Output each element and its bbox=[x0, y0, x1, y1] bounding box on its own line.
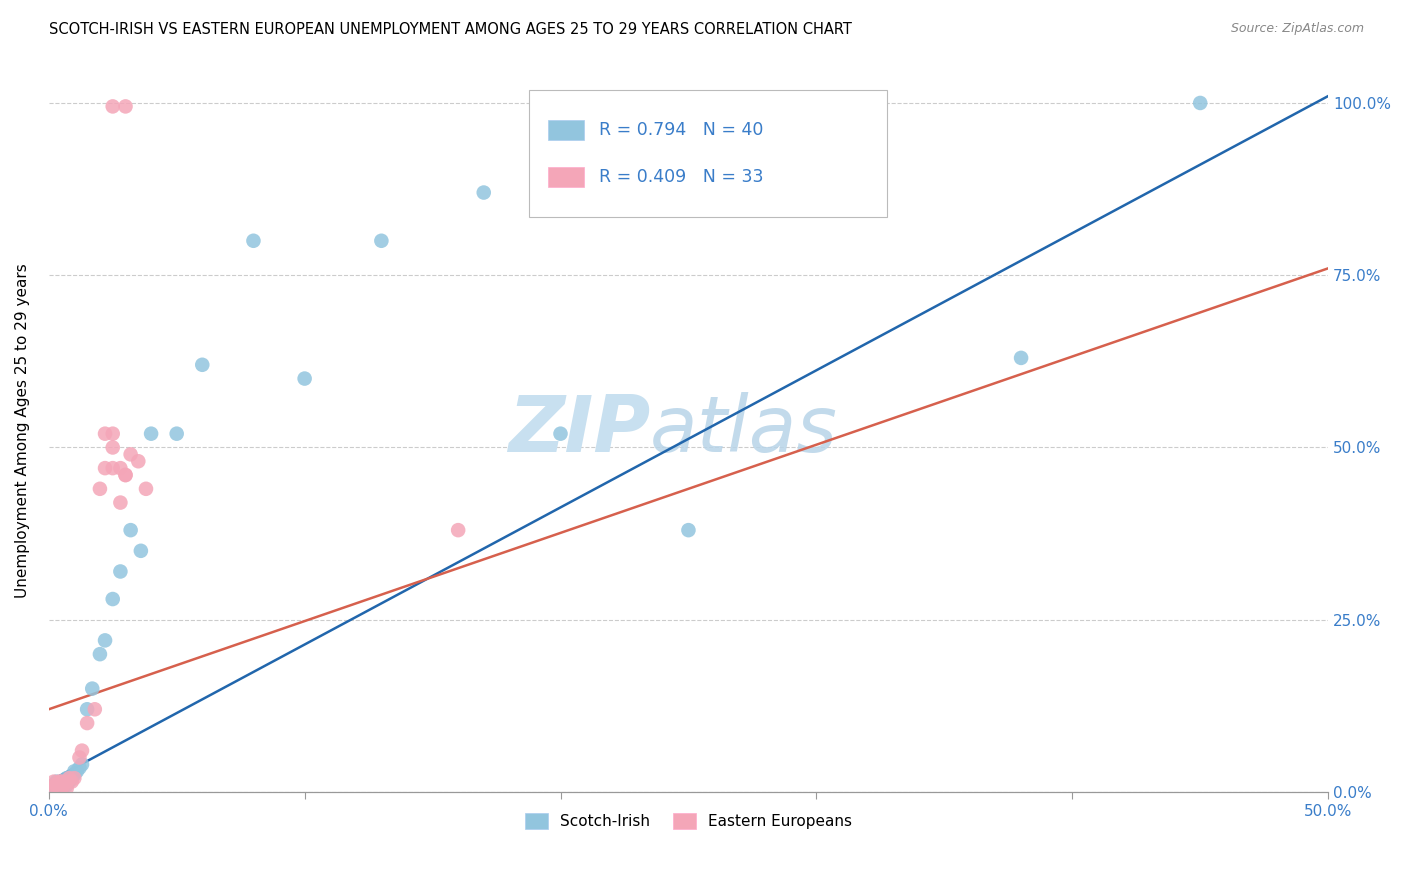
Y-axis label: Unemployment Among Ages 25 to 29 years: Unemployment Among Ages 25 to 29 years bbox=[15, 263, 30, 598]
Point bbox=[45, 774, 67, 789]
Point bbox=[39, 781, 62, 796]
Point bbox=[58, 771, 80, 785]
Bar bbox=[529, 90, 887, 217]
Point bbox=[55, 774, 77, 789]
Point bbox=[45, 781, 67, 796]
Point bbox=[69, 761, 91, 775]
Point bbox=[242, 234, 264, 248]
Point bbox=[294, 371, 316, 385]
Point bbox=[110, 461, 132, 475]
Point bbox=[42, 778, 65, 792]
Point bbox=[370, 234, 392, 248]
Point bbox=[127, 454, 149, 468]
Point bbox=[191, 358, 214, 372]
Point bbox=[1189, 95, 1212, 110]
Point bbox=[101, 99, 124, 113]
Point bbox=[101, 426, 124, 441]
Point bbox=[114, 468, 136, 483]
Point bbox=[42, 778, 65, 792]
Point bbox=[101, 441, 124, 455]
Point bbox=[51, 781, 73, 796]
Point bbox=[550, 426, 572, 441]
Point bbox=[53, 778, 76, 792]
Point bbox=[94, 633, 117, 648]
Point bbox=[53, 774, 76, 789]
Point bbox=[135, 482, 157, 496]
Point bbox=[472, 186, 495, 200]
Point bbox=[447, 523, 470, 537]
Point bbox=[101, 592, 124, 607]
Point bbox=[806, 178, 828, 193]
Text: SCOTCH-IRISH VS EASTERN EUROPEAN UNEMPLOYMENT AMONG AGES 25 TO 29 YEARS CORRELAT: SCOTCH-IRISH VS EASTERN EUROPEAN UNEMPLO… bbox=[49, 22, 852, 37]
Point bbox=[94, 461, 117, 475]
Point bbox=[66, 764, 89, 779]
Point bbox=[55, 771, 77, 785]
Point bbox=[120, 447, 142, 461]
Text: ZIP: ZIP bbox=[508, 392, 650, 468]
Text: R = 0.409   N = 33: R = 0.409 N = 33 bbox=[599, 168, 763, 186]
Point bbox=[51, 774, 73, 789]
Point bbox=[42, 781, 65, 796]
Point bbox=[53, 778, 76, 792]
Point bbox=[89, 482, 111, 496]
Point bbox=[1010, 351, 1032, 365]
Point bbox=[76, 716, 98, 731]
Point bbox=[63, 771, 86, 785]
Point bbox=[76, 702, 98, 716]
Point bbox=[48, 774, 70, 789]
Point bbox=[51, 781, 73, 796]
Legend: Scotch-Irish, Eastern Europeans: Scotch-Irish, Eastern Europeans bbox=[519, 806, 858, 835]
Bar bbox=[548, 120, 583, 140]
Point bbox=[114, 99, 136, 113]
Point bbox=[60, 771, 83, 785]
Point bbox=[45, 778, 67, 792]
Point bbox=[110, 565, 132, 579]
Point bbox=[70, 744, 93, 758]
Point bbox=[51, 774, 73, 789]
Point bbox=[129, 544, 152, 558]
Point bbox=[55, 781, 77, 796]
Point bbox=[42, 774, 65, 789]
Bar bbox=[548, 167, 583, 187]
Point bbox=[39, 781, 62, 796]
Point bbox=[83, 702, 105, 716]
Point bbox=[110, 495, 132, 509]
Point bbox=[69, 750, 91, 764]
Point bbox=[678, 523, 700, 537]
Point bbox=[70, 757, 93, 772]
Point bbox=[114, 468, 136, 483]
Point bbox=[60, 774, 83, 789]
Point bbox=[55, 778, 77, 792]
Point bbox=[82, 681, 104, 696]
Point bbox=[58, 771, 80, 785]
Point bbox=[63, 768, 86, 782]
Point bbox=[58, 774, 80, 789]
Text: atlas: atlas bbox=[650, 392, 838, 468]
Point bbox=[94, 426, 117, 441]
Point bbox=[101, 461, 124, 475]
Text: R = 0.794   N = 40: R = 0.794 N = 40 bbox=[599, 121, 763, 139]
Point bbox=[48, 778, 70, 792]
Point bbox=[120, 523, 142, 537]
Point bbox=[139, 426, 162, 441]
Point bbox=[89, 647, 111, 661]
Point bbox=[166, 426, 188, 441]
Point bbox=[63, 764, 86, 779]
Text: Source: ZipAtlas.com: Source: ZipAtlas.com bbox=[1230, 22, 1364, 36]
